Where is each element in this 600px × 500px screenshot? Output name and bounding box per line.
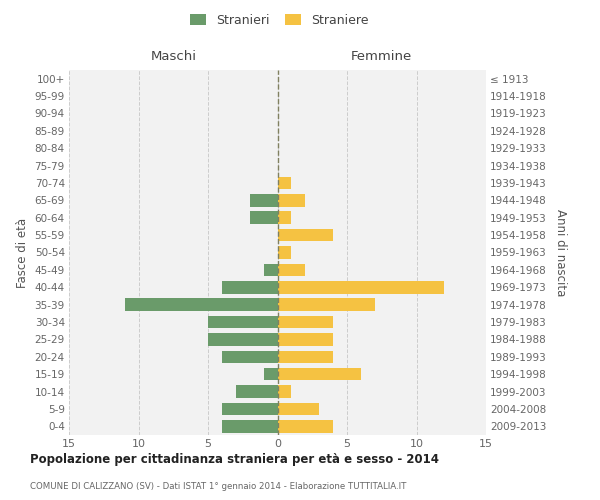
Bar [222, 281, 277, 293]
Text: Maschi: Maschi [150, 50, 196, 62]
Text: COMUNE DI CALIZZANO (SV) - Dati ISTAT 1° gennaio 2014 - Elaborazione TUTTITALIA.: COMUNE DI CALIZZANO (SV) - Dati ISTAT 1°… [30, 482, 406, 491]
Bar [250, 212, 277, 224]
Bar [277, 264, 305, 276]
Bar [277, 420, 333, 432]
Bar [222, 402, 277, 415]
Bar [125, 298, 277, 311]
Bar [250, 194, 277, 206]
Bar [277, 333, 333, 345]
Bar [277, 194, 305, 206]
Bar [222, 420, 277, 432]
Bar [263, 264, 277, 276]
Bar [277, 350, 333, 363]
Y-axis label: Anni di nascita: Anni di nascita [554, 209, 567, 296]
Bar [277, 229, 333, 241]
Y-axis label: Fasce di età: Fasce di età [16, 218, 29, 288]
Bar [277, 402, 319, 415]
Bar [208, 316, 277, 328]
Bar [277, 281, 444, 293]
Bar [277, 316, 333, 328]
Bar [277, 386, 292, 398]
Bar [277, 246, 292, 259]
Legend: Stranieri, Straniere: Stranieri, Straniere [185, 8, 373, 32]
Bar [277, 212, 292, 224]
Bar [208, 333, 277, 345]
Bar [222, 350, 277, 363]
Text: Popolazione per cittadinanza straniera per età e sesso - 2014: Popolazione per cittadinanza straniera p… [30, 452, 439, 466]
Text: Femmine: Femmine [351, 50, 412, 62]
Bar [236, 386, 277, 398]
Bar [277, 298, 375, 311]
Bar [263, 368, 277, 380]
Bar [277, 368, 361, 380]
Bar [277, 176, 292, 189]
